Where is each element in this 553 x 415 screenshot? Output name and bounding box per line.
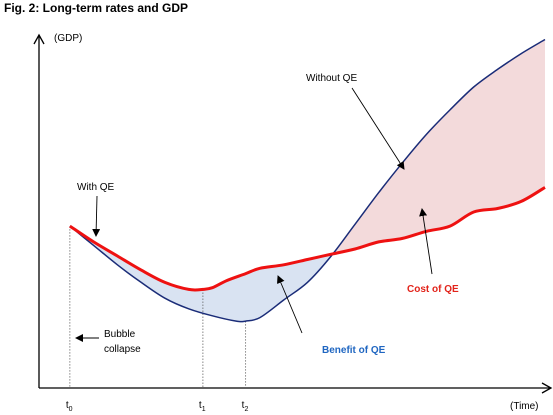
- x-tick-label-t1: t1: [199, 400, 206, 413]
- annotation-benefit-of-qe: Benefit of QE: [322, 345, 386, 356]
- pointer-with-qe: [92, 195, 101, 237]
- annotation-with-qe: With QE: [77, 182, 115, 193]
- time-guides: [69, 226, 247, 388]
- annotation-cost-of-qe: Cost of QE: [407, 284, 459, 295]
- x-tick-label-t0: t0: [66, 400, 73, 413]
- pointer-benefit-of-qe: [277, 275, 303, 334]
- x-tick-labels: t0 t1 t2: [66, 400, 249, 413]
- pointer-without-qe: [351, 87, 405, 170]
- benefit-area: [69, 226, 334, 322]
- cost-area: [333, 39, 545, 254]
- y-axis-label: (GDP): [54, 33, 82, 44]
- y-axis-arrowhead: [33, 33, 45, 45]
- x-tick-label-t2: t2: [242, 400, 249, 413]
- pointer-cost-of-qe: [419, 208, 433, 275]
- chart-title: Fig. 2: Long-term rates and GDP: [4, 1, 189, 15]
- series-line-with-qe: [69, 186, 546, 292]
- annotation-collapse: collapse: [104, 344, 141, 355]
- x-axis-arrowhead: [541, 382, 553, 394]
- x-axis-label: (Time): [510, 401, 539, 412]
- annotation-bubble: Bubble: [104, 329, 136, 340]
- series-line-without-qe: [69, 38, 546, 323]
- annotation-without-qe: Without QE: [306, 73, 357, 84]
